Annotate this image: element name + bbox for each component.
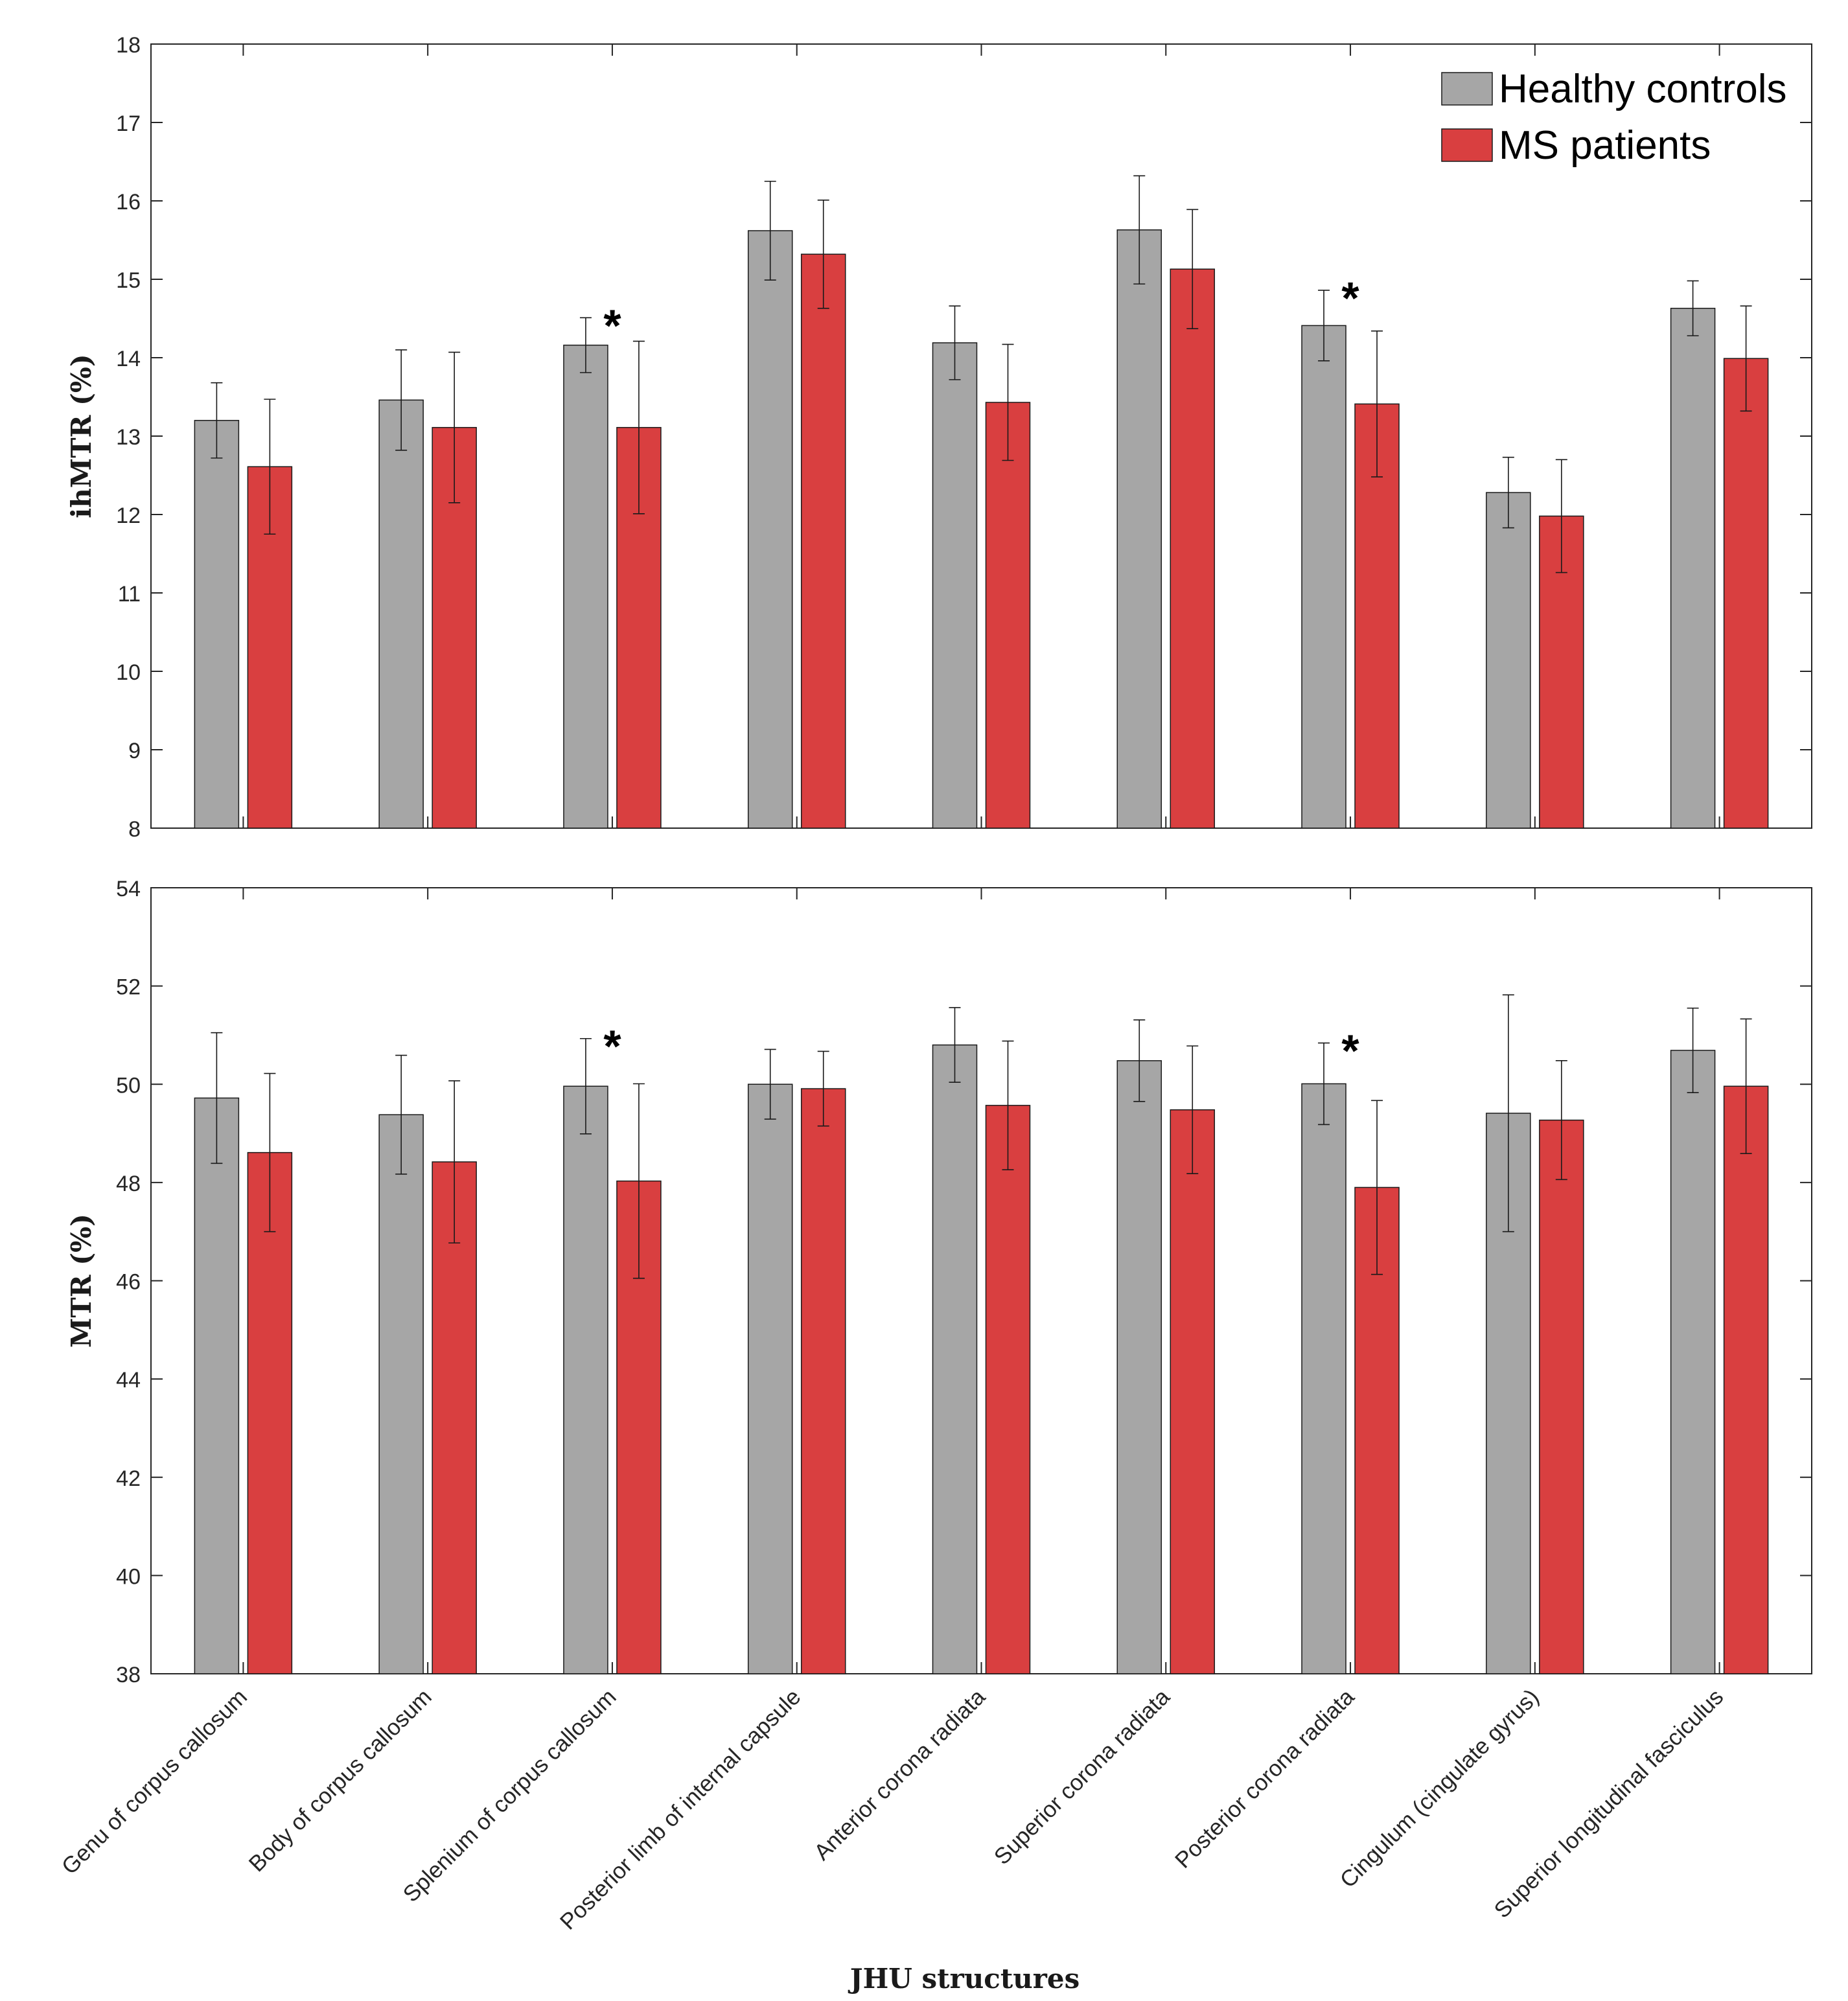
panel-1: 8 9 10 11 12 13 14 15 16 17 18 ihMTR (%) * *	[65, 33, 1812, 842]
bar[interactable]	[747, 1083, 793, 1674]
y-tick-label: 38	[116, 1663, 141, 1687]
bar[interactable]	[194, 420, 240, 829]
significance-marker: *	[1341, 1026, 1359, 1076]
series-ms-patients	[247, 199, 1769, 829]
series-healthy-controls	[194, 994, 1716, 1674]
bar[interactable]	[1723, 358, 1769, 829]
bar[interactable]	[800, 1088, 846, 1674]
bar[interactable]	[1301, 325, 1346, 829]
legend-entry-healthy-controls: Healthy controls	[1441, 67, 1787, 111]
bar[interactable]	[985, 1105, 1031, 1674]
legend: Healthy controls MS patients	[1441, 67, 1787, 168]
y-tick-label: 13	[116, 425, 141, 450]
bar[interactable]	[1539, 1119, 1584, 1674]
significance-marker: *	[1341, 273, 1359, 323]
y-tick-label: 15	[116, 268, 141, 293]
bar[interactable]	[1116, 229, 1162, 829]
y-tick-label: 18	[116, 33, 141, 58]
y-tick-label: 48	[116, 1172, 141, 1196]
legend-entry-ms-patients: MS patients	[1441, 123, 1711, 168]
bar[interactable]	[1170, 268, 1216, 829]
bar[interactable]	[1301, 1083, 1346, 1674]
bar[interactable]	[194, 1097, 240, 1674]
y-tick-label: 52	[116, 975, 141, 1000]
bar[interactable]	[747, 230, 793, 829]
legend-label: Healthy controls	[1499, 67, 1787, 111]
legend-swatch	[1441, 128, 1493, 162]
bar[interactable]	[1723, 1085, 1769, 1674]
bar[interactable]	[800, 253, 846, 829]
legend-label: MS patients	[1499, 123, 1711, 168]
y-tick-label: 54	[116, 877, 141, 901]
y-tick-label: 42	[116, 1466, 141, 1491]
bar[interactable]	[378, 399, 424, 829]
series-healthy-controls	[194, 175, 1716, 829]
series-ms-patients	[247, 1018, 1769, 1674]
bar[interactable]	[1670, 1050, 1716, 1674]
panel-2: 38 40 42 44 46 48 50 52 54 MTR (%) * *	[65, 877, 1812, 1687]
y-axis-label: ihMTR (%)	[65, 354, 97, 518]
bar[interactable]	[563, 344, 608, 829]
y-tick-label: 17	[116, 111, 141, 136]
significance-marker: *	[603, 300, 621, 351]
y-tick-label: 44	[116, 1368, 141, 1393]
bar[interactable]	[1116, 1060, 1162, 1674]
bar[interactable]	[1170, 1109, 1216, 1674]
significance-marker: *	[603, 1021, 621, 1072]
legend-swatch	[1441, 72, 1493, 106]
bar[interactable]	[932, 1044, 978, 1674]
y-tick-label: 40	[116, 1564, 141, 1589]
y-tick-label: 16	[116, 190, 141, 214]
y-tick-label: 10	[116, 660, 141, 685]
bar[interactable]	[985, 402, 1031, 829]
bar[interactable]	[563, 1085, 608, 1674]
y-tick-label: 12	[116, 503, 141, 528]
bar[interactable]	[932, 342, 978, 829]
bar[interactable]	[1670, 308, 1716, 829]
bar[interactable]	[432, 1161, 477, 1674]
y-tick-label: 9	[128, 739, 141, 763]
bar[interactable]	[378, 1114, 424, 1674]
y-tick-label: 11	[118, 582, 141, 607]
y-tick-label: 14	[116, 347, 141, 371]
y-tick-label: 50	[116, 1073, 141, 1098]
y-tick-label: 46	[116, 1270, 141, 1295]
bar[interactable]	[1486, 492, 1531, 829]
y-tick-label: 8	[128, 817, 141, 842]
x-axis-label: JHU structures	[848, 1963, 1080, 1995]
y-axis-label: MTR (%)	[65, 1214, 97, 1348]
